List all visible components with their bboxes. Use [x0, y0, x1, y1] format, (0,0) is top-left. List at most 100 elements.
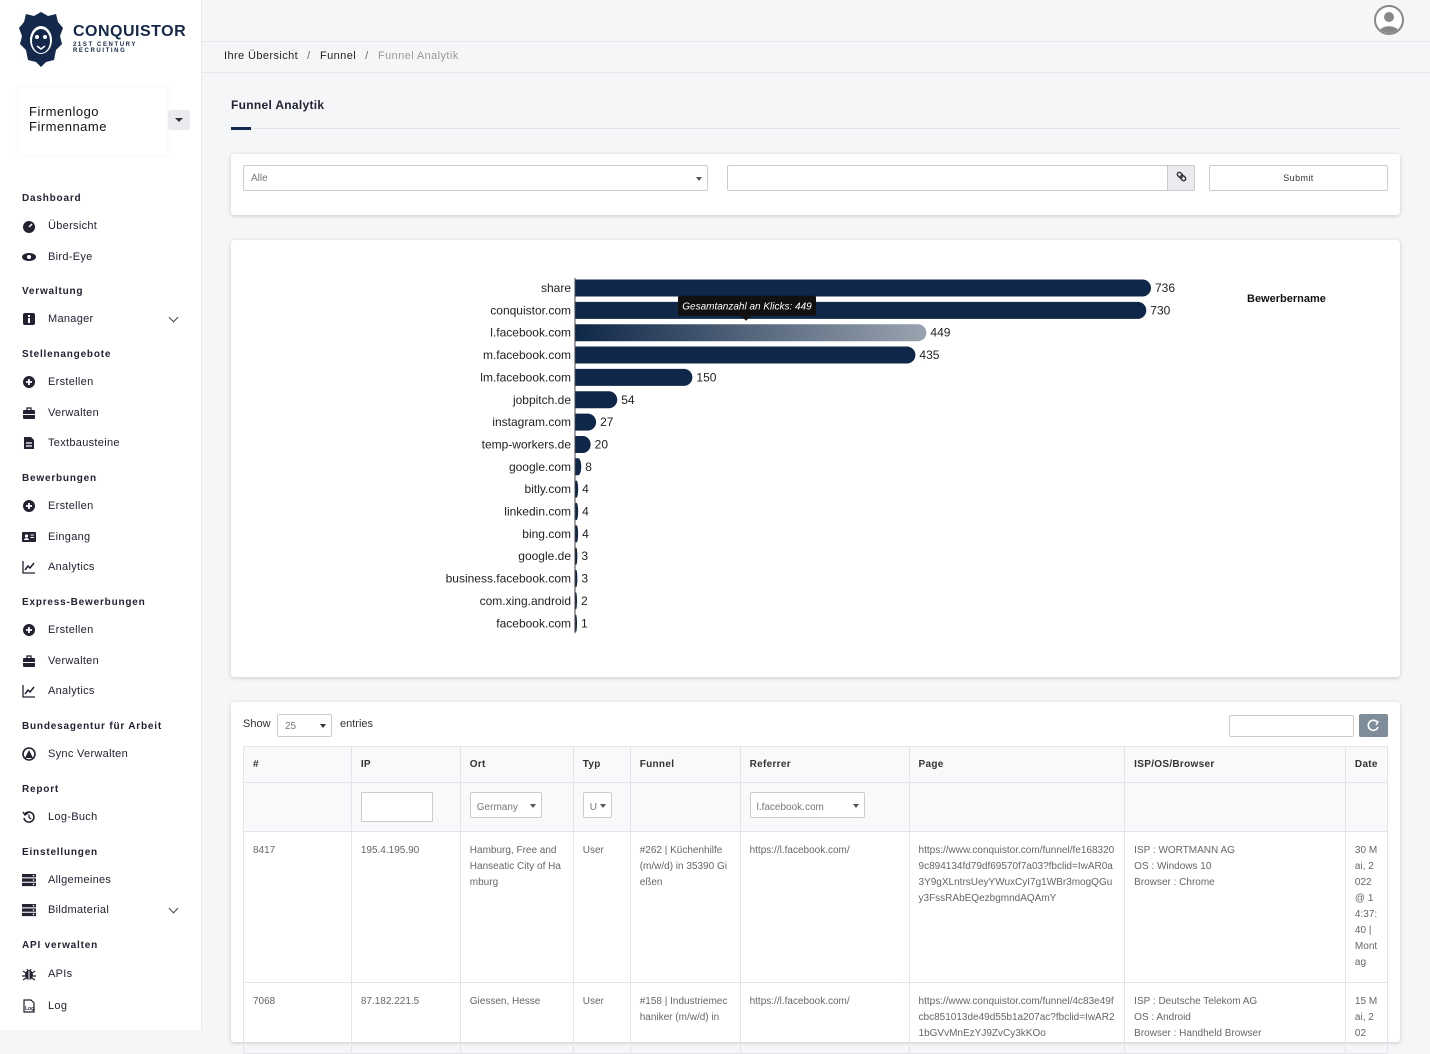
breadcrumb-current: Funnel Analytik: [378, 50, 459, 62]
column-header[interactable]: #: [243, 746, 352, 783]
chart-bar[interactable]: [575, 547, 578, 565]
cell-id: 8417: [243, 831, 352, 983]
cell-isp-os-browser: ISP : WORTMANN AG OS : Windows 10 Browser …: [1124, 831, 1346, 983]
ip-filter-input[interactable]: [360, 792, 433, 822]
data-label: 54: [621, 393, 635, 407]
eye-icon: [22, 253, 36, 261]
company-dropdown-button[interactable]: [168, 110, 190, 130]
chart-bar[interactable]: [575, 413, 597, 431]
sidebar-item-sync-verwalten[interactable]: Sync Verwalten: [22, 743, 187, 765]
chart-bar[interactable]: [575, 435, 591, 453]
column-header[interactable]: Ort: [459, 746, 574, 783]
user-avatar-icon[interactable]: [1374, 5, 1404, 35]
column-header[interactable]: Page: [908, 746, 1126, 783]
sidebar-item-label: APIs: [48, 968, 73, 980]
divider: [231, 128, 1400, 129]
sidebar-item-log-buch[interactable]: Log-Buch: [22, 806, 187, 828]
column-header[interactable]: Date: [1344, 746, 1389, 783]
column-header[interactable]: ISP/OS/Browser: [1124, 746, 1346, 783]
sidebar-item-manager[interactable]: Manager: [22, 308, 187, 330]
chart-bar[interactable]: [575, 368, 693, 386]
typ-filter-select[interactable]: U: [582, 792, 612, 818]
sidebar-item-erstellen[interactable]: Erstellen: [22, 371, 187, 393]
chevron-down-icon: [529, 804, 536, 808]
link-input[interactable]: [728, 166, 1168, 190]
chart-bar[interactable]: [575, 503, 579, 520]
chart-bar[interactable]: [575, 346, 916, 364]
filter-cell: [1344, 782, 1389, 832]
sidebar-item-label: Erstellen: [48, 376, 94, 388]
sidebar-item-label: Erstellen: [48, 624, 94, 636]
cell-typ: User: [572, 982, 631, 1054]
brand-tagline: 21ST CENTURY RECRUITING: [73, 42, 137, 54]
breadcrumb: Ihre Übersicht / Funnel / Funnel Analytik: [224, 50, 459, 62]
data-label: 3: [581, 572, 588, 586]
sidebar-item-verwalten[interactable]: Verwalten: [22, 402, 187, 424]
cell-isp: ISP : Deutsche Telekom AG: [1134, 996, 1258, 1007]
chart-bar[interactable]: [575, 391, 618, 409]
entries-select[interactable]: 25: [277, 714, 332, 737]
sidebar-item--bersicht[interactable]: Übersicht: [22, 215, 187, 237]
chevron-down-icon: [168, 903, 179, 914]
chart-bar[interactable]: [575, 301, 1147, 319]
tooltip-text: Gesamtanzahl an Klicks: 449: [682, 302, 812, 313]
typ-filter-value: U: [589, 802, 597, 813]
column-header[interactable]: Typ: [572, 746, 631, 783]
brand-logo[interactable]: CONQUISTOR 21ST CENTURY RECRUITING: [18, 10, 188, 70]
sidebar-item-bird-eye[interactable]: Bird-Eye: [22, 246, 187, 268]
chart-bar[interactable]: [575, 525, 579, 543]
funnel-bar-chart: share 736 conquistor.com 730 l.facebook.com 4…: [446, 278, 1326, 634]
refresh-button[interactable]: [1359, 714, 1388, 737]
submit-button[interactable]: Submit: [1209, 165, 1388, 191]
cell-date: 15 Mai, 202: [1344, 982, 1389, 1054]
data-label: 736: [1155, 281, 1175, 295]
sidebar-item-erstellen[interactable]: Erstellen: [22, 619, 187, 641]
chart-bar[interactable]: [575, 480, 579, 498]
column-header[interactable]: IP: [350, 746, 461, 783]
data-label: 435: [919, 348, 939, 362]
cell-os: OS : Android: [1134, 1012, 1191, 1023]
funnel-select[interactable]: Alle: [243, 165, 708, 191]
category-label: m.facebook.com: [483, 348, 571, 362]
sidebar-item-analytics[interactable]: Analytics: [22, 556, 187, 578]
cell-os: OS : Windows 10: [1134, 861, 1212, 872]
sidebar-item-analytics[interactable]: Analytics: [22, 680, 187, 702]
ort-filter-select[interactable]: Germany: [469, 792, 542, 818]
table-row[interactable]: 8417 195.4.195.90 Hamburg, Free and Hansea…: [243, 831, 1389, 983]
referrer-filter-select[interactable]: l.facebook.com: [749, 792, 865, 818]
chart-bar[interactable]: [575, 279, 1151, 297]
table-filter-row: Germany U l.facebook.com: [243, 782, 1389, 832]
category-label: linkedin.com: [504, 505, 571, 519]
sidebar-item-bildmaterial[interactable]: Bildmaterial: [22, 899, 187, 921]
breadcrumb-item-funnel[interactable]: Funnel: [320, 50, 357, 62]
sidebar-item-apis[interactable]: APIs: [22, 963, 187, 985]
top-bar: [202, 0, 1430, 42]
table-row[interactable]: 7068 87.182.221.5 Giessen, Hesse User #158 |…: [243, 982, 1389, 1054]
sidebar-item-textbausteine[interactable]: Textbausteine: [22, 432, 187, 454]
sidebar-item-allgemeines[interactable]: Allgemeines: [22, 869, 187, 891]
link-button[interactable]: [1167, 166, 1194, 190]
chart-bar[interactable]: [575, 458, 582, 476]
table-search-input[interactable]: [1229, 715, 1354, 737]
sidebar-item-label: Analytics: [48, 685, 95, 697]
sidebar-item-verwalten[interactable]: Verwalten: [22, 650, 187, 672]
chevron-down-icon: [852, 804, 859, 808]
link-input-group: [727, 165, 1195, 191]
sidebar-item-eingang[interactable]: Eingang: [22, 526, 187, 548]
column-header[interactable]: Referrer: [739, 746, 910, 783]
breadcrumb-item-overview[interactable]: Ihre Übersicht: [224, 50, 299, 62]
sidebar-item-erstellen[interactable]: Erstellen: [22, 495, 187, 517]
category-label: bing.com: [522, 527, 571, 541]
table-header-row: # IP Ort Typ Funnel Referrer Page ISP/OS/Browse…: [243, 746, 1389, 783]
sidebar-item-label: Allgemeines: [48, 874, 112, 886]
company-name-label: Firmenname: [29, 119, 107, 134]
filter-cell: U: [572, 782, 631, 832]
cell-isp-os-browser: ISP : Deutsche Telekom AG OS : Android Bro…: [1124, 982, 1346, 1054]
chart-bar[interactable]: [575, 324, 927, 342]
category-label: jobpitch.de: [512, 393, 571, 407]
chart-bar[interactable]: [575, 570, 578, 588]
sidebar-item-log[interactable]: Log Log: [22, 995, 187, 1017]
column-header[interactable]: Funnel: [629, 746, 741, 783]
server-icon: [22, 874, 36, 887]
cell-id: 7068: [243, 982, 352, 1054]
